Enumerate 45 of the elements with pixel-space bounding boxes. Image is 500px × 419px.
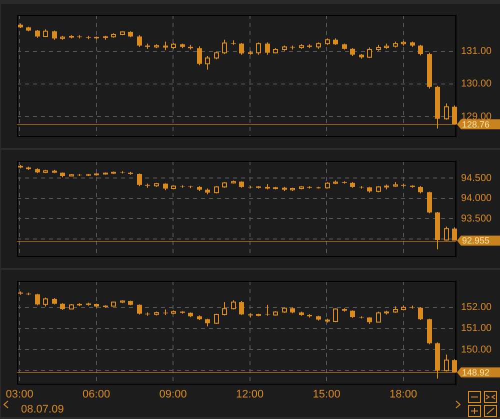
y-tick-label: 150.00: [461, 344, 492, 356]
candlestick: [205, 55, 210, 70]
candlestick: [137, 34, 142, 48]
candlestick: [137, 304, 142, 316]
candlestick: [418, 44, 423, 56]
x-tick-label: 15:00: [312, 388, 340, 400]
x-tick-label: 06:00: [82, 388, 110, 400]
x-tick-label: 09:00: [159, 388, 187, 400]
candlestick: [35, 293, 40, 306]
candlestick: [359, 316, 364, 319]
candlestick: [265, 42, 270, 56]
candlestick: [444, 354, 449, 372]
x-tick-label: 18:00: [390, 388, 418, 400]
y-tick-label: 131.00: [461, 46, 492, 58]
candlestick: [427, 191, 432, 214]
candlestick: [256, 42, 261, 56]
y-tick-label: 152.00: [461, 302, 492, 314]
candlestick: [452, 104, 457, 125]
y-tick-label: 94.500: [461, 172, 492, 184]
y-tick-label: 130.00: [461, 78, 492, 90]
candlestick: [239, 300, 244, 316]
candlestick: [222, 302, 227, 316]
candlestick: [222, 39, 227, 55]
ref-line-label: 148.92: [462, 367, 490, 378]
y-tick-label: 93.500: [461, 213, 492, 224]
text: 08.07.09: [21, 404, 64, 416]
candlestick: [444, 102, 449, 120]
candlestick: [367, 47, 372, 58]
candlestick: [52, 30, 57, 40]
ref-line-label: 92.955: [462, 236, 490, 246]
candlestick: [137, 173, 142, 187]
candlestick: [197, 46, 202, 66]
x-tick-label: 12:00: [236, 388, 264, 400]
candlestick: [265, 304, 270, 316]
candlestick: [239, 42, 244, 56]
y-tick-label: 151.00: [461, 323, 492, 334]
candlestick: [231, 300, 236, 310]
y-tick-label: 94.000: [461, 193, 492, 204]
candlestick: [452, 226, 457, 242]
candlestick: [452, 358, 457, 373]
x-tick-label: 03:00: [6, 388, 34, 400]
candlestick: [444, 226, 449, 242]
candlestick: [418, 306, 423, 321]
candlestick: [333, 308, 338, 323]
candlestick: [214, 313, 219, 324]
